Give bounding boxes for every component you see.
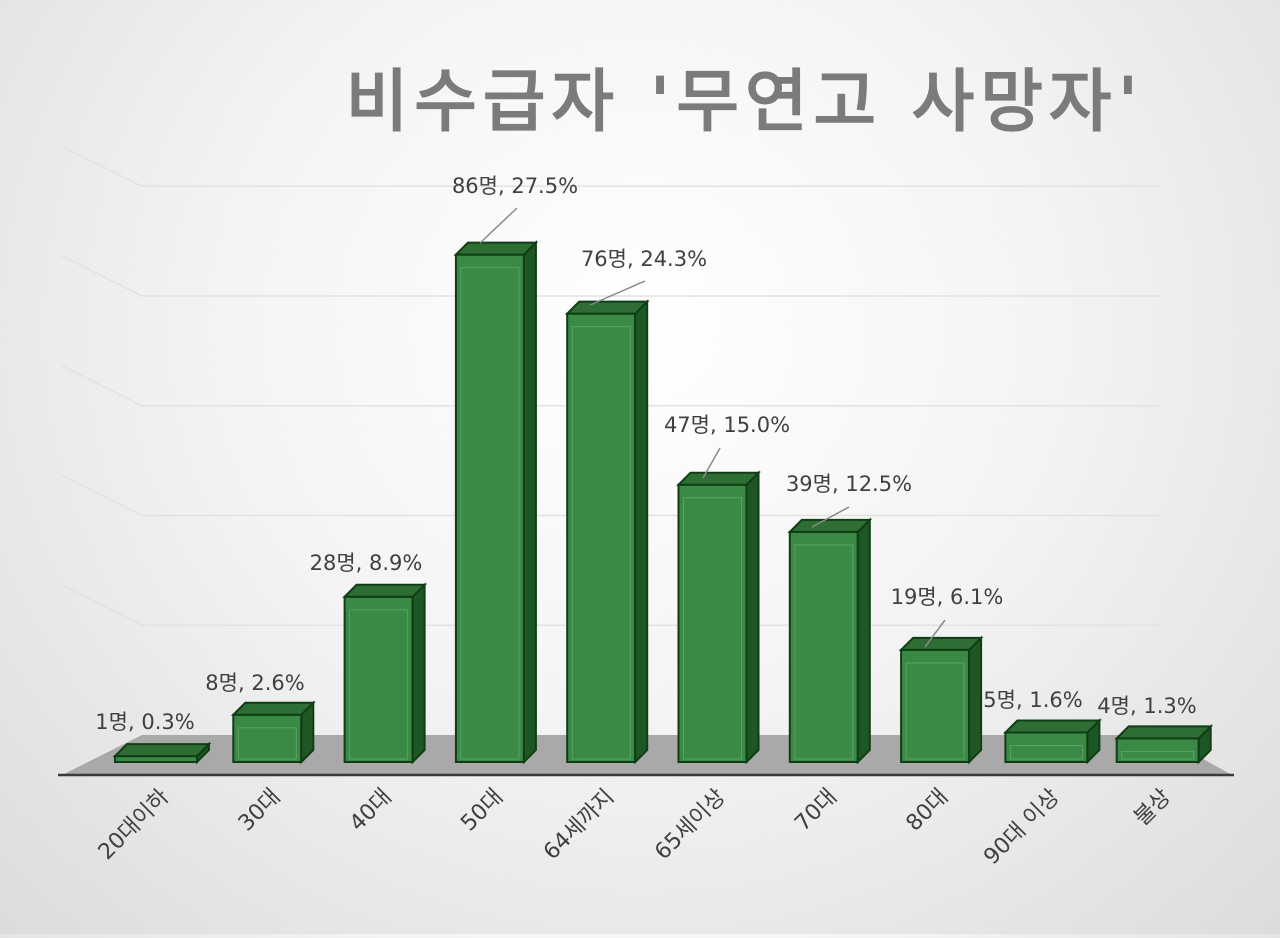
- bar-5: [677, 483, 748, 763]
- bar-inner-3: [460, 267, 520, 760]
- bar-inner-5: [683, 497, 742, 760]
- x-tick-label: 65세이상: [650, 785, 730, 865]
- x-tick-label: 90대 이상: [979, 785, 1064, 870]
- chart-title: 비수급자 '무연고 사망자': [346, 63, 1145, 142]
- bar-top-1: [230, 701, 316, 716]
- gridline-side: [61, 365, 143, 407]
- bar-side-5: [745, 470, 760, 765]
- x-tick-label: 40대: [345, 785, 397, 837]
- leader-line: [702, 447, 721, 479]
- gridline-side: [61, 255, 143, 297]
- bar-side-3: [522, 240, 537, 765]
- data-label: 39명, 12.5%: [786, 472, 912, 496]
- data-label: 5명, 1.6%: [983, 688, 1082, 712]
- x-tick-label: 80대: [902, 785, 954, 837]
- bar-top-7: [898, 636, 984, 651]
- bar-3: [454, 253, 525, 763]
- x-tick-label: 30대: [234, 785, 286, 837]
- bar-2: [343, 595, 414, 763]
- bar-top-8: [1002, 719, 1102, 734]
- leader-line: [811, 506, 850, 528]
- leader-line: [924, 619, 946, 648]
- bar-top-0: [112, 743, 212, 758]
- x-tick-label: 20대이하: [94, 785, 174, 865]
- x-tick-label: 50대: [456, 785, 508, 837]
- data-label: 28명, 8.9%: [310, 551, 423, 575]
- bar-7: [900, 648, 971, 764]
- bar-side-6: [856, 517, 871, 765]
- gridline-side: [61, 145, 143, 187]
- bar-inner-4: [571, 326, 631, 760]
- bar-inner-1: [237, 727, 297, 760]
- bar-inner-6: [794, 544, 854, 760]
- leader-line: [479, 207, 518, 244]
- bar-top-2: [342, 583, 428, 598]
- data-label: 76명, 24.3%: [581, 247, 707, 271]
- bar-side-2: [411, 582, 426, 765]
- bar-side-7: [968, 635, 983, 765]
- data-label: 86명, 27.5%: [452, 174, 578, 198]
- bar-1: [232, 713, 303, 763]
- data-label: 47명, 15.0%: [664, 413, 790, 437]
- bar-top-6: [787, 518, 873, 533]
- x-tick-label: 64세까지: [539, 785, 619, 865]
- bar-top-3: [453, 241, 539, 256]
- gridline-side: [61, 474, 143, 517]
- data-label: 1명, 0.3%: [95, 710, 194, 734]
- bar-inner-2: [349, 609, 409, 760]
- bar-top-4: [564, 300, 650, 315]
- bar-top-5: [676, 471, 761, 486]
- data-label: 4명, 1.3%: [1097, 694, 1196, 718]
- x-tick-label: 70대: [790, 785, 842, 837]
- bar-inner-7: [905, 662, 965, 760]
- bar-side-4: [634, 299, 649, 765]
- bar-6: [788, 530, 859, 764]
- bar-4: [566, 312, 637, 763]
- x-tick-label: 불상: [1130, 785, 1176, 831]
- leader-line: [589, 280, 646, 306]
- bar-top-9: [1114, 725, 1214, 740]
- bar-8: [1004, 731, 1089, 763]
- data-label: 19명, 6.1%: [891, 585, 1004, 609]
- bar-inner-8: [1009, 745, 1083, 760]
- bar-inner-9: [1121, 750, 1195, 760]
- gridline-side: [61, 584, 143, 626]
- bar-9: [1115, 737, 1200, 764]
- data-label: 8명, 2.6%: [205, 671, 304, 695]
